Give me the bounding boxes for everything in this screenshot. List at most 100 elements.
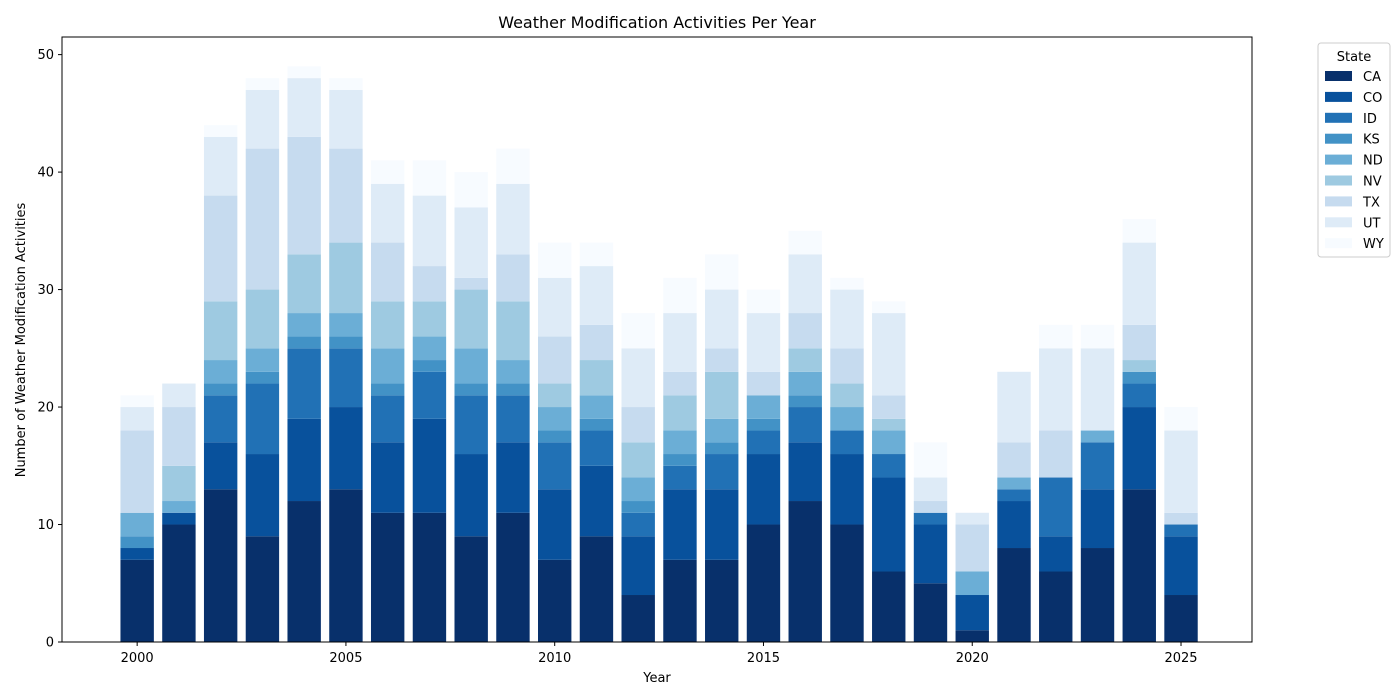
- bar-WY-2008: [454, 172, 488, 208]
- bar-WY-2015: [746, 289, 781, 314]
- bar-KS-2008: [454, 383, 488, 396]
- bar-UT-2024: [1122, 242, 1156, 325]
- x-tick-label: 2015: [747, 651, 780, 666]
- bar-ND-2023: [1080, 430, 1115, 443]
- bar-ND-2018: [872, 430, 906, 455]
- bar-TX-2019: [913, 501, 948, 513]
- bar-KS-2010: [538, 430, 572, 443]
- bar-CO-2010: [538, 489, 572, 560]
- bar-ID-2021: [997, 489, 1031, 502]
- legend-label-WY: WY: [1363, 237, 1384, 252]
- bar-CA-2000: [120, 559, 154, 642]
- legend-swatch-TX: [1325, 196, 1352, 207]
- legend-swatch-ND: [1325, 154, 1352, 165]
- bar-TX-2006: [370, 242, 405, 302]
- bar-CA-2003: [245, 536, 280, 642]
- bar-TX-2014: [705, 348, 739, 372]
- bar-NV-2011: [579, 360, 614, 396]
- x-tick-label: 2000: [121, 651, 154, 666]
- bar-CO-2002: [203, 442, 238, 490]
- bar-ND-2020: [955, 571, 989, 596]
- bar-ID-2025: [1164, 524, 1198, 537]
- bar-CA-2015: [746, 524, 781, 642]
- bar-CO-2025: [1164, 536, 1198, 596]
- bar-ID-2016: [788, 407, 822, 443]
- bar-TX-2015: [746, 371, 781, 396]
- bar-UT-2015: [746, 313, 781, 372]
- bar-KS-2005: [329, 336, 363, 349]
- bar-WY-2002: [203, 125, 238, 137]
- bar-CO-2000: [120, 548, 154, 560]
- legend-swatch-UT: [1325, 217, 1352, 228]
- y-tick-label: 20: [37, 401, 54, 416]
- bar-ID-2014: [705, 454, 739, 490]
- bar-TX-2016: [788, 313, 822, 349]
- bar-CA-2004: [287, 501, 321, 642]
- legend-label-NV: NV: [1363, 175, 1382, 190]
- bar-UT-2014: [705, 289, 739, 349]
- bar-NV-2003: [245, 289, 280, 349]
- legend-swatch-KS: [1325, 133, 1352, 144]
- bar-WY-2000: [120, 395, 154, 408]
- bar-CO-2011: [579, 465, 614, 537]
- bar-ND-2006: [370, 348, 405, 384]
- bar-UT-2000: [120, 407, 154, 431]
- bar-TX-2001: [162, 407, 196, 466]
- bar-UT-2013: [663, 313, 697, 372]
- bar-CO-2018: [872, 477, 906, 572]
- legend-swatch-CO: [1325, 91, 1352, 102]
- bar-NV-2016: [788, 348, 822, 372]
- bar-KS-2002: [203, 383, 238, 396]
- x-tick-label: 2010: [538, 651, 571, 666]
- bar-TX-2025: [1164, 512, 1198, 525]
- bar-CO-2019: [913, 524, 948, 584]
- bar-NV-2008: [454, 289, 488, 349]
- bar-TX-2010: [538, 336, 572, 384]
- bar-UT-2021: [997, 371, 1031, 443]
- y-axis-label: Number of Weather Modification Activitie…: [14, 202, 29, 477]
- bar-TX-2009: [496, 254, 530, 302]
- legend-swatch-NV: [1325, 175, 1352, 186]
- bar-WY-2023: [1080, 324, 1115, 349]
- bar-UT-2010: [538, 277, 572, 337]
- bar-TX-2021: [997, 442, 1031, 478]
- plot-frame: [61, 36, 1253, 643]
- bar-ND-2013: [663, 430, 697, 455]
- bar-CA-2010: [538, 559, 572, 642]
- bar-WY-2016: [788, 230, 822, 255]
- bar-ND-2015: [746, 395, 781, 419]
- legend-label-UT: UT: [1363, 216, 1381, 231]
- bar-TX-2022: [1039, 430, 1073, 478]
- bar-UT-2017: [830, 289, 864, 349]
- bar-TX-2018: [872, 395, 906, 419]
- bar-CO-2006: [370, 442, 405, 513]
- bar-KS-2004: [287, 336, 321, 349]
- y-tick-label: 40: [37, 166, 54, 181]
- bar-ID-2017: [830, 430, 864, 455]
- y-tick-label: 10: [37, 518, 54, 533]
- bar-CA-2006: [370, 512, 405, 642]
- bar-ID-2018: [872, 454, 906, 478]
- bar-KS-2003: [245, 371, 280, 384]
- bar-ID-2003: [245, 383, 280, 455]
- y-axis: 0 10 20 30 40 50: [37, 48, 62, 651]
- bar-CO-2003: [245, 454, 280, 537]
- bar-KS-2014: [705, 442, 739, 455]
- bar-ID-2013: [663, 465, 697, 490]
- bar-WY-2024: [1122, 219, 1156, 243]
- bar-CO-2004: [287, 418, 321, 502]
- bar-WY-2013: [663, 277, 697, 314]
- bar-UT-2004: [287, 78, 321, 137]
- bar-WY-2003: [245, 78, 280, 90]
- bar-CO-2007: [412, 418, 447, 513]
- bar-TX-2017: [830, 348, 864, 384]
- bar-WY-2017: [830, 277, 864, 290]
- bar-UT-2007: [412, 195, 447, 267]
- bar-TX-2013: [663, 371, 697, 396]
- bar-ID-2004: [287, 348, 321, 419]
- bar-TX-2004: [287, 136, 321, 255]
- bar-NV-2013: [663, 395, 697, 431]
- bar-KS-2013: [663, 454, 697, 466]
- bar-ID-2006: [370, 395, 405, 443]
- bar-TX-2007: [412, 266, 447, 302]
